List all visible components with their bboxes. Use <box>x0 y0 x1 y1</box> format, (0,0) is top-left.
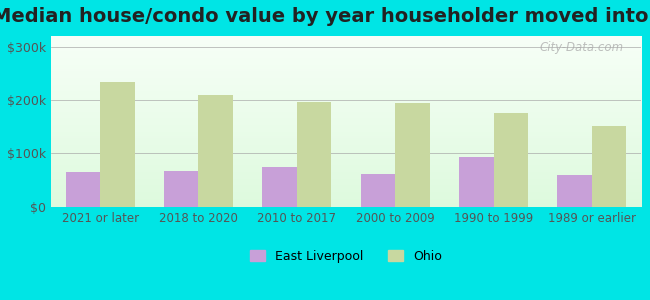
Legend: East Liverpool, Ohio: East Liverpool, Ohio <box>244 244 448 269</box>
Bar <box>198 94 233 207</box>
Bar <box>395 103 430 207</box>
Bar <box>297 102 332 207</box>
Bar <box>66 172 100 207</box>
Bar <box>361 174 395 207</box>
Bar <box>100 82 135 207</box>
Bar <box>164 171 198 207</box>
Bar <box>592 126 627 207</box>
Bar <box>263 167 297 207</box>
Title: Median house/condo value by year householder moved into unit: Median house/condo value by year househo… <box>0 7 650 26</box>
Text: City-Data.com: City-Data.com <box>540 41 623 54</box>
Bar <box>459 157 493 207</box>
Bar <box>493 113 528 207</box>
Bar <box>558 175 592 207</box>
